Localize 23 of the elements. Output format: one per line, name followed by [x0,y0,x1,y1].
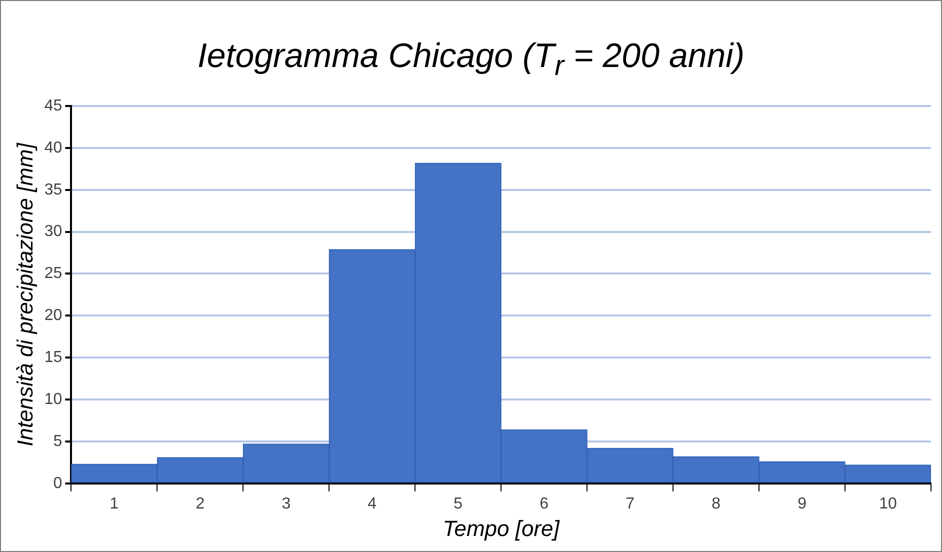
x-tick-label: 4 [368,495,377,512]
x-tick-label: 9 [798,495,807,512]
y-axis-title: Intensità di precipitazione [mm] [12,142,38,446]
y-tick-label: 20 [44,307,62,324]
x-tick-label: 6 [540,495,549,512]
y-tick-label: 40 [44,139,62,156]
x-tick-label: 10 [879,495,898,512]
x-tick-label: 2 [196,495,205,512]
y-tick-label: 35 [44,181,62,198]
y-tick-label: 0 [53,474,62,492]
y-tick-label: 10 [44,390,62,408]
x-axis-title: Tempo [ore] [442,516,560,541]
x-tick-label: 3 [282,495,291,512]
chart-title: Ietogramma Chicago (T$_{r}$ = 200 anni) [196,37,746,83]
y-tick-label: 45 [44,97,62,114]
y-tick-label: 5 [53,432,62,450]
y-tick-label: 15 [44,349,62,366]
x-tick-label: 5 [454,495,463,512]
x-tick-label: 1 [110,495,119,512]
x-tick-label: 7 [626,495,635,512]
y-tick-label: 25 [44,265,62,282]
x-tick-label: 8 [712,495,721,512]
y-tick-label: 30 [44,223,62,240]
